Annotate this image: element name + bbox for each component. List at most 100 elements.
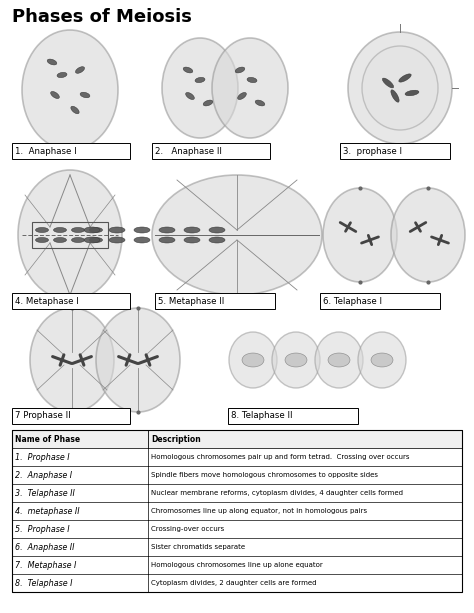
Ellipse shape xyxy=(109,237,125,243)
Text: Name of Phase: Name of Phase xyxy=(15,435,80,443)
Ellipse shape xyxy=(391,90,399,102)
Ellipse shape xyxy=(229,332,277,388)
Ellipse shape xyxy=(209,227,225,233)
Ellipse shape xyxy=(255,100,265,106)
Text: Description: Description xyxy=(151,435,201,443)
Ellipse shape xyxy=(323,188,397,282)
Ellipse shape xyxy=(358,332,406,388)
Ellipse shape xyxy=(242,353,264,367)
Ellipse shape xyxy=(75,67,84,74)
Text: Spindle fibers move homologous chromosomes to opposite sides: Spindle fibers move homologous chromosom… xyxy=(151,472,378,478)
Ellipse shape xyxy=(405,90,419,96)
Ellipse shape xyxy=(235,67,245,73)
FancyBboxPatch shape xyxy=(12,574,462,592)
FancyBboxPatch shape xyxy=(12,484,462,502)
Text: 6.  Anaphase II: 6. Anaphase II xyxy=(15,543,74,552)
Ellipse shape xyxy=(209,237,225,243)
Text: Phases of Meiosis: Phases of Meiosis xyxy=(12,8,192,26)
Text: 7.  Metaphase I: 7. Metaphase I xyxy=(15,560,76,569)
Text: Chromosomes line up along equator, not in homologous pairs: Chromosomes line up along equator, not i… xyxy=(151,508,367,514)
Ellipse shape xyxy=(162,38,238,138)
Ellipse shape xyxy=(247,77,257,83)
Text: 5. Metaphase II: 5. Metaphase II xyxy=(158,297,224,305)
Ellipse shape xyxy=(237,93,246,99)
Ellipse shape xyxy=(72,237,84,243)
FancyBboxPatch shape xyxy=(228,408,358,424)
Text: Homologous chromosomes pair up and form tetrad.  Crossing over occurs: Homologous chromosomes pair up and form … xyxy=(151,454,410,460)
Ellipse shape xyxy=(80,93,90,97)
Text: 8.  Telaphase I: 8. Telaphase I xyxy=(15,579,73,587)
Ellipse shape xyxy=(36,227,48,232)
Text: 4.  metaphase II: 4. metaphase II xyxy=(15,506,80,516)
Text: 5.  Prophase I: 5. Prophase I xyxy=(15,525,70,533)
Text: Crossing-over occurs: Crossing-over occurs xyxy=(151,526,224,532)
Ellipse shape xyxy=(184,237,200,243)
Ellipse shape xyxy=(90,237,102,243)
Ellipse shape xyxy=(54,227,66,232)
FancyBboxPatch shape xyxy=(12,430,462,448)
Ellipse shape xyxy=(159,237,175,243)
Ellipse shape xyxy=(195,77,205,83)
FancyBboxPatch shape xyxy=(320,293,440,309)
Text: 7 Prophase II: 7 Prophase II xyxy=(15,411,71,421)
Ellipse shape xyxy=(152,175,322,295)
FancyBboxPatch shape xyxy=(12,502,462,520)
Ellipse shape xyxy=(72,227,84,232)
Ellipse shape xyxy=(36,237,48,243)
Ellipse shape xyxy=(134,237,150,243)
FancyBboxPatch shape xyxy=(12,466,462,484)
FancyBboxPatch shape xyxy=(12,293,130,309)
Ellipse shape xyxy=(348,32,452,144)
FancyBboxPatch shape xyxy=(12,448,462,466)
Ellipse shape xyxy=(362,46,438,130)
Ellipse shape xyxy=(109,227,125,233)
Ellipse shape xyxy=(22,30,118,150)
Text: 1.  Prophase I: 1. Prophase I xyxy=(15,452,70,462)
Text: 3.  prophase I: 3. prophase I xyxy=(343,147,402,156)
Ellipse shape xyxy=(371,353,393,367)
Ellipse shape xyxy=(51,91,59,99)
Ellipse shape xyxy=(212,38,288,138)
Text: 6. Telaphase I: 6. Telaphase I xyxy=(323,297,382,305)
Text: Sister chromatids separate: Sister chromatids separate xyxy=(151,544,245,550)
Text: 8. Telaphase II: 8. Telaphase II xyxy=(231,411,292,421)
Ellipse shape xyxy=(285,353,307,367)
Text: 3.  Telaphase II: 3. Telaphase II xyxy=(15,489,75,498)
FancyBboxPatch shape xyxy=(12,408,130,424)
Ellipse shape xyxy=(134,227,150,233)
Ellipse shape xyxy=(183,67,193,73)
Ellipse shape xyxy=(84,227,100,233)
Ellipse shape xyxy=(272,332,320,388)
Ellipse shape xyxy=(18,170,122,300)
Ellipse shape xyxy=(328,353,350,367)
Text: Homologous chromosomes line up alone equator: Homologous chromosomes line up alone equ… xyxy=(151,562,323,568)
Ellipse shape xyxy=(90,227,102,232)
FancyBboxPatch shape xyxy=(12,143,130,159)
Text: 1.  Anaphase I: 1. Anaphase I xyxy=(15,147,77,156)
Ellipse shape xyxy=(383,78,393,88)
FancyBboxPatch shape xyxy=(152,143,270,159)
Ellipse shape xyxy=(47,59,57,65)
Ellipse shape xyxy=(391,188,465,282)
Text: Cytoplasm divides, 2 daughter cells are formed: Cytoplasm divides, 2 daughter cells are … xyxy=(151,580,317,586)
Text: 2.   Anaphase II: 2. Anaphase II xyxy=(155,147,222,156)
Text: 2.  Anaphase I: 2. Anaphase I xyxy=(15,471,72,479)
Ellipse shape xyxy=(399,74,411,82)
FancyBboxPatch shape xyxy=(12,556,462,574)
Text: 4. Metaphase I: 4. Metaphase I xyxy=(15,297,79,305)
FancyBboxPatch shape xyxy=(155,293,275,309)
Ellipse shape xyxy=(203,100,213,106)
Ellipse shape xyxy=(96,308,180,412)
Ellipse shape xyxy=(30,308,114,412)
Ellipse shape xyxy=(71,106,79,114)
FancyBboxPatch shape xyxy=(12,538,462,556)
Ellipse shape xyxy=(184,227,200,233)
Text: Nuclear membrane reforms, cytoplasm divides, 4 daughter cells formed: Nuclear membrane reforms, cytoplasm divi… xyxy=(151,490,403,496)
Ellipse shape xyxy=(57,72,67,78)
Ellipse shape xyxy=(186,93,194,99)
Ellipse shape xyxy=(315,332,363,388)
Ellipse shape xyxy=(159,227,175,233)
Ellipse shape xyxy=(84,237,100,243)
FancyBboxPatch shape xyxy=(12,520,462,538)
FancyBboxPatch shape xyxy=(340,143,450,159)
